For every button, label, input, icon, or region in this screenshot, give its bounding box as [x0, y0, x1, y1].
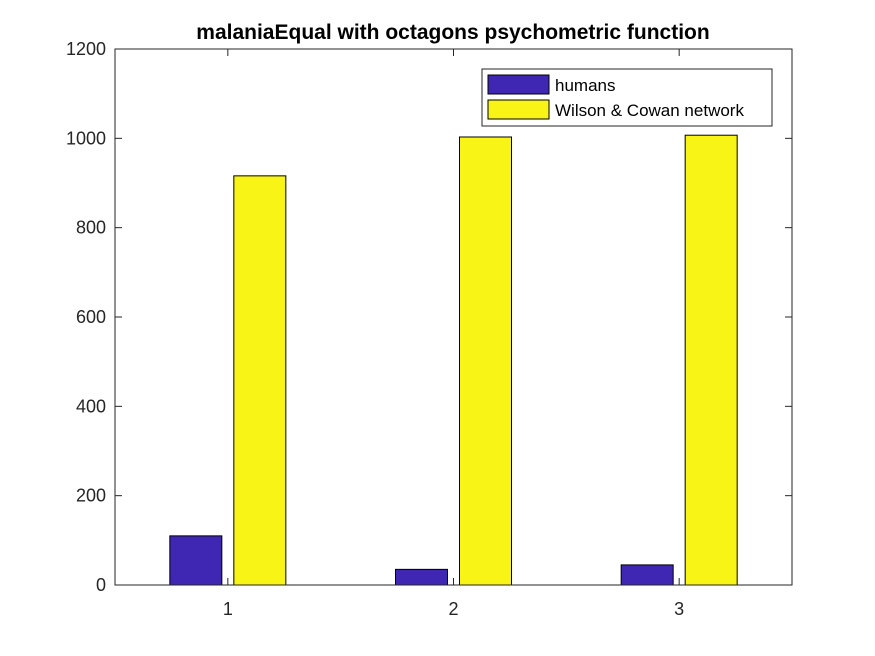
- y-tick-label: 400: [76, 396, 106, 416]
- bar-wilson-cowan-network-1: [233, 175, 287, 586]
- y-tick-label: 800: [76, 218, 106, 238]
- y-tick-label: 1000: [66, 128, 106, 148]
- chart-title: malaniaEqual with octagons psychometric …: [196, 21, 709, 44]
- y-tick-label: 600: [76, 307, 106, 327]
- legend: humans Wilson & Cowan network: [481, 68, 773, 127]
- legend-swatch-2: [487, 99, 550, 120]
- y-tick-label: 200: [76, 486, 106, 506]
- x-tick-label: 2: [448, 599, 458, 619]
- bar-wilson-cowan-network-2: [459, 136, 512, 586]
- y-tick-label: 1200: [66, 39, 106, 59]
- bar-wilson-cowan-network-3: [684, 134, 738, 586]
- legend-label-1: humans: [555, 76, 615, 95]
- legend-swatch-1: [487, 74, 550, 95]
- bar-humans-2: [395, 568, 448, 586]
- bars-group: [169, 134, 738, 586]
- x-tick-label: 1: [223, 599, 233, 619]
- bar-humans-3: [620, 564, 674, 586]
- x-tick-label: 3: [674, 599, 684, 619]
- legend-label-2: Wilson & Cowan network: [555, 101, 744, 120]
- axes-group: 0 200 400 600 800 1000 1200 1 2 3: [66, 39, 793, 619]
- bar-humans-1: [169, 535, 223, 586]
- y-tick-label: 0: [96, 575, 106, 595]
